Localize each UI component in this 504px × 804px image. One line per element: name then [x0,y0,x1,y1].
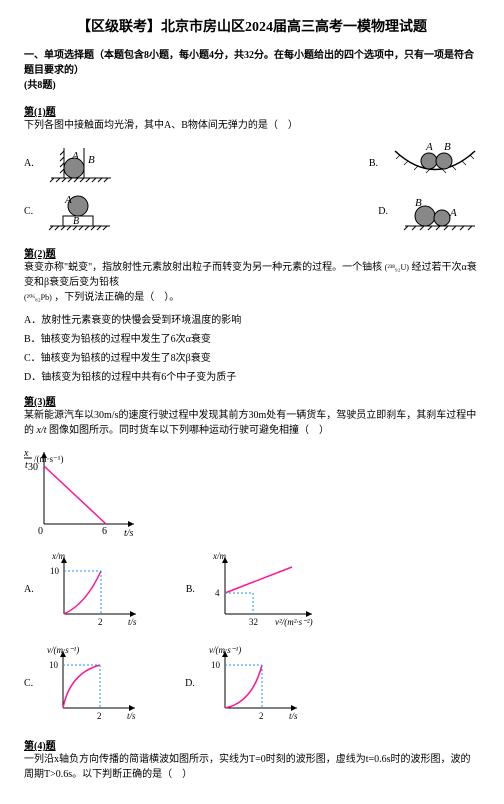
q2-line1: 衰变亦称"蜕变"，指放射性元素放射出粒子而转变为另一种元素的过程。一个铀核 [24,262,382,273]
q3-chartA-svg: x/m t/s 10 2 [46,549,146,629]
q1-optB-label: B. [369,158,378,169]
svg-text:2: 2 [98,617,103,627]
q1-figC: B A [45,191,115,231]
q1-label: 第(1)题 [24,103,480,118]
svg-text:x/m: x/m [51,551,65,561]
svg-text:B: B [415,197,422,209]
q3-chartD-svg: v/(m·s⁻¹) t/s 10 2 [207,643,307,723]
svg-text:x/m: x/m [212,551,226,561]
q1-optA: A. A B [24,143,116,183]
svg-text:A: A [64,194,72,206]
q3-body: 某新能源汽车以30m/s的速度行驶过程中发现其前方30m处有一辆货车，驾驶员立即… [24,408,480,438]
q4-label: 第(4)题 [24,737,480,752]
svg-text:A: A [425,143,433,153]
q3-main-chart: x t /(m·s⁻¹) t/s 30 0 6 [24,444,144,539]
q3-chartB: B. x/m v²/(m²·s⁻²) 4 32 [186,549,327,629]
q2-label: 第(2)题 [24,245,480,260]
q4-body: 一列沿x轴负方向传播的简谐横波如图所示，实线为T=0时刻的波形图，虚线为t=0.… [24,752,480,782]
q3-chartC-svg: v/(m·s⁻¹) t/s 10 2 [45,643,145,723]
q1-row1: A. A B B. [24,139,480,187]
svg-text:0: 0 [38,526,43,537]
q2-nuclide1: (²³⁸₉₂U) [385,263,409,272]
q3-chartB-svg: x/m v²/(m²·s⁻²) 4 32 [207,549,327,629]
q3-chartD-label: D. [185,678,195,689]
q1-optA-label: A. [24,158,34,169]
q3-body2: 图像如图所示。同时货车以下列哪种运动行驶可避免相撞（ ） [49,425,329,436]
svg-text:6: 6 [102,526,107,537]
svg-text:t/s: t/s [124,528,134,539]
svg-text:v/(m·s⁻¹): v/(m·s⁻¹) [209,645,241,655]
svg-text:B: B [444,143,451,153]
section-heading: 一、单项选择题（本题包含8小题，每小题4分，共32分。在每小题给出的四个选项中，… [24,48,480,93]
q3-chartA: A. x/m t/s 10 2 [24,549,146,629]
svg-text:4: 4 [215,588,220,598]
q3-chartC: C. v/(m·s⁻¹) t/s 10 2 [24,643,145,723]
svg-text:30: 30 [28,462,38,473]
svg-text:B: B [88,154,95,166]
q1-optB: B. A B [369,143,480,183]
q3-chartC-label: C. [24,678,33,689]
q3-chartA-label: A. [24,584,34,595]
svg-text:t/s: t/s [128,617,137,627]
svg-text:32: 32 [249,617,258,627]
svg-text:10: 10 [49,660,59,670]
q1-optC: C. B A [24,191,115,231]
q3-chartB-label: B. [186,584,195,595]
q3-frac: x/t [37,425,47,436]
q1-row2: C. B A D. [24,187,480,235]
q2-nuclide2: (²⁰⁶₈₂Pb) [24,293,52,302]
svg-text:10: 10 [211,660,221,670]
q3-label: 第(3)题 [24,393,480,408]
q1-body: 下列各图中接触面均光滑，其中A、B物体间无弹力的是（ ） [24,118,480,133]
q1-optC-label: C. [24,206,33,217]
q1-figD: B A [400,191,480,231]
q2-line2: ，下列说法正确的是（ ）。 [54,292,179,303]
q2-optB: B．铀核变为铅核的过程中发生了6次α衰变 [24,330,480,345]
q1-figB: A B [390,143,480,183]
svg-text:v²/(m²·s⁻²): v²/(m²·s⁻²) [275,617,313,627]
q1-optD-label: D. [378,206,388,217]
q2-optA: A．放射性元素衰变的快慢会受到环境温度的影响 [24,311,480,326]
svg-text:x: x [24,448,29,459]
svg-text:B: B [73,216,79,227]
svg-text:10: 10 [50,566,60,576]
q2-body: 衰变亦称"蜕变"，指放射性元素放射出粒子而转变为另一种元素的过程。一个铀核 (²… [24,260,480,305]
q3-chartD: D. v/(m·s⁻¹) t/s 10 2 [185,643,307,723]
q2-optD: D．铀核变为铅核的过程中共有6个中子变为质子 [24,368,480,383]
q1-optD: D. B A [378,191,480,231]
q2-optC: C．铀核变为铅核的过程中发生了8次β衰变 [24,349,480,364]
section-heading-text: 一、单项选择题（本题包含8小题，每小题4分，共32分。在每小题给出的四个选项中，… [24,50,474,76]
page-title: 【区级联考】北京市房山区2024届高三高考一模物理试题 [24,16,480,36]
q2-options: A．放射性元素衰变的快慢会受到环境温度的影响 B．铀核变为铅核的过程中发生了6次… [24,311,480,383]
svg-text:v/(m·s⁻¹): v/(m·s⁻¹) [47,645,79,655]
svg-text:/(m·s⁻¹): /(m·s⁻¹) [34,454,63,464]
q1-figA: A B [46,143,116,183]
q3-chart-row2: C. v/(m·s⁻¹) t/s 10 2 D. v/(m·s⁻¹) t/s 1… [24,639,480,727]
section-count: (共8题) [24,80,56,91]
q3-chart-row1: A. x/m t/s 10 2 B. x/m v²/(m²·s⁻²) 4 32 [24,545,480,633]
svg-text:A: A [449,207,457,219]
svg-text:A: A [71,150,79,162]
